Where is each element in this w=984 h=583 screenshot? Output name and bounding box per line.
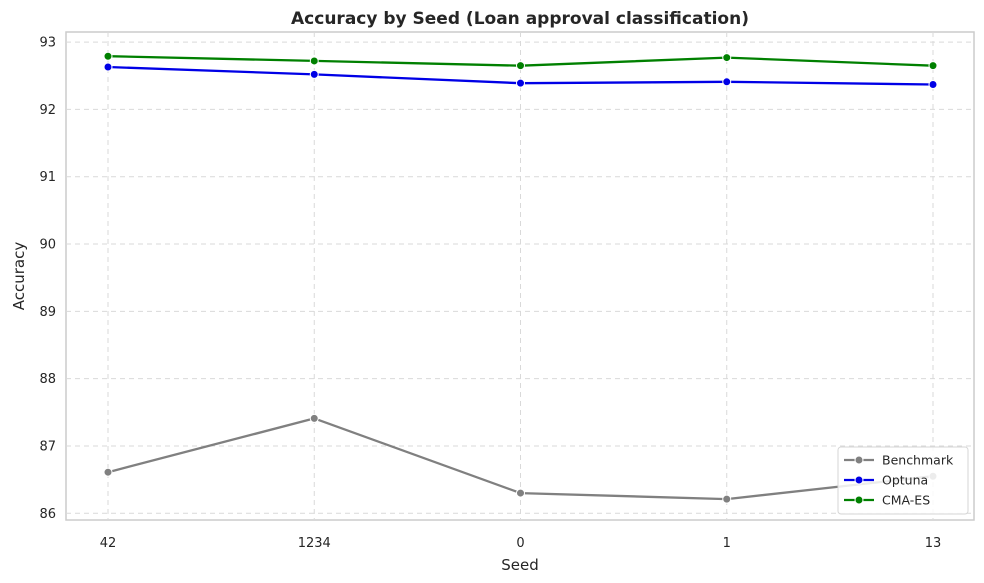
- legend-label: CMA-ES: [882, 493, 930, 508]
- y-tick-label: 86: [39, 507, 56, 522]
- data-point: [516, 61, 525, 71]
- data-point: [722, 494, 732, 504]
- y-tick-labels: 86 87 88 89 90 91 92 93: [39, 36, 56, 522]
- grid-layer: [66, 32, 974, 520]
- y-tick-label: 93: [39, 36, 56, 51]
- data-point: [928, 61, 938, 71]
- y-tick-label: 89: [39, 305, 56, 320]
- legend-box: [837, 446, 969, 515]
- data-point: [516, 78, 525, 88]
- data-point: [309, 413, 319, 423]
- legend-label: Benchmark: [882, 453, 954, 468]
- y-tick-label: 92: [39, 103, 56, 118]
- x-axis-label: Seed: [501, 556, 539, 574]
- x-tick-labels: 42 1234 0 1 13: [100, 536, 942, 551]
- data-point: [103, 62, 113, 72]
- legend-label: Optuna: [882, 473, 928, 488]
- legend-marker: [854, 495, 864, 505]
- legend-marker: [854, 455, 864, 465]
- data-point: [103, 467, 113, 477]
- y-tick-label: 88: [39, 372, 56, 387]
- data-point: [722, 77, 732, 87]
- legend-item: Benchmark: [844, 453, 954, 468]
- data-point: [722, 53, 732, 63]
- data-point: [309, 56, 319, 66]
- y-axis-label: Accuracy: [10, 242, 28, 311]
- x-tick-label: 1: [723, 536, 731, 551]
- legend-marker: [854, 475, 864, 485]
- legend-item: CMA-ES: [844, 493, 930, 508]
- y-tick-label: 90: [39, 238, 56, 253]
- data-point: [103, 51, 113, 61]
- legend: Benchmark Optuna CMA-ES: [837, 446, 969, 515]
- data-point: [516, 488, 525, 498]
- series-cma-es: [103, 51, 938, 71]
- chart-title: Accuracy by Seed (Loan approval classifi…: [291, 9, 749, 29]
- x-tick-label: 13: [925, 536, 942, 551]
- x-tick-label: 42: [100, 536, 117, 551]
- legend-item: Optuna: [844, 473, 928, 488]
- y-tick-label: 87: [39, 439, 56, 454]
- data-point: [309, 69, 319, 79]
- x-tick-label: 0: [516, 536, 524, 551]
- x-tick-label: 1234: [298, 536, 331, 551]
- series-optuna: [103, 62, 938, 90]
- y-tick-label: 91: [39, 170, 56, 185]
- data-point: [928, 80, 938, 90]
- series-layer: [103, 51, 938, 504]
